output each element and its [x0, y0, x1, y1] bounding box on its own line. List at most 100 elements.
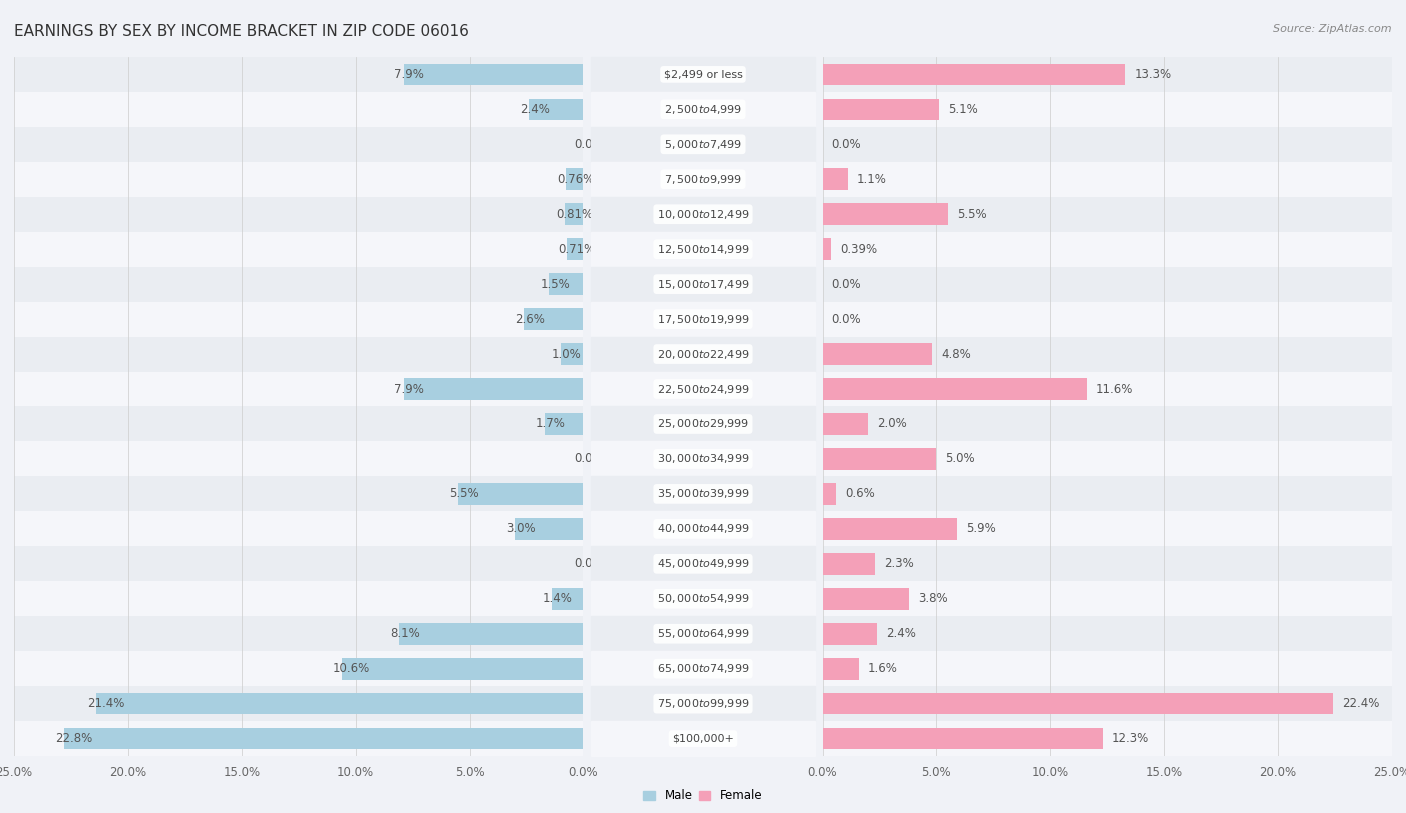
Bar [591, 511, 815, 546]
Text: $45,000 to $49,999: $45,000 to $49,999 [657, 558, 749, 570]
Text: $65,000 to $74,999: $65,000 to $74,999 [657, 663, 749, 675]
Bar [823, 302, 1392, 337]
Bar [823, 378, 1087, 400]
Bar [14, 406, 583, 441]
Text: $20,000 to $22,499: $20,000 to $22,499 [657, 348, 749, 360]
Bar [591, 57, 815, 92]
Bar [823, 238, 831, 260]
Text: 10.6%: 10.6% [333, 663, 370, 675]
Text: $25,000 to $29,999: $25,000 to $29,999 [657, 418, 749, 430]
Bar [823, 413, 868, 435]
Text: 5.5%: 5.5% [957, 208, 987, 220]
Bar [14, 686, 583, 721]
Bar [591, 162, 815, 197]
Bar [404, 378, 583, 400]
Bar [823, 197, 1392, 232]
Text: 2.4%: 2.4% [520, 103, 550, 115]
Bar [823, 448, 936, 470]
Bar [14, 546, 583, 581]
Bar [561, 343, 583, 365]
Text: $2,500 to $4,999: $2,500 to $4,999 [664, 103, 742, 115]
Text: 22.8%: 22.8% [55, 733, 93, 745]
Text: 7.9%: 7.9% [395, 68, 425, 80]
Bar [823, 337, 1392, 372]
Text: 5.9%: 5.9% [966, 523, 995, 535]
Bar [96, 693, 583, 715]
Bar [591, 406, 815, 441]
Bar [823, 57, 1392, 92]
Bar [14, 581, 583, 616]
Text: 7.9%: 7.9% [395, 383, 425, 395]
Text: $75,000 to $99,999: $75,000 to $99,999 [657, 698, 749, 710]
Text: 3.0%: 3.0% [506, 523, 536, 535]
Bar [823, 98, 939, 120]
Text: 2.4%: 2.4% [886, 628, 917, 640]
Text: 0.0%: 0.0% [831, 313, 862, 325]
Text: $5,000 to $7,499: $5,000 to $7,499 [664, 138, 742, 150]
Bar [14, 162, 583, 197]
Text: 0.76%: 0.76% [557, 173, 595, 185]
Text: 21.4%: 21.4% [87, 698, 124, 710]
Bar [823, 728, 1102, 750]
Bar [823, 476, 1392, 511]
Bar [14, 476, 583, 511]
Bar [14, 302, 583, 337]
Bar [565, 203, 583, 225]
Bar [823, 168, 848, 190]
Text: Source: ZipAtlas.com: Source: ZipAtlas.com [1274, 24, 1392, 34]
Text: 11.6%: 11.6% [1095, 383, 1133, 395]
Bar [591, 616, 815, 651]
Text: 0.71%: 0.71% [558, 243, 596, 255]
Bar [823, 483, 837, 505]
Bar [823, 63, 1125, 85]
Bar [591, 686, 815, 721]
Text: $17,500 to $19,999: $17,500 to $19,999 [657, 313, 749, 325]
Bar [458, 483, 583, 505]
Bar [823, 616, 1392, 651]
Bar [823, 588, 910, 610]
Bar [823, 406, 1392, 441]
Bar [823, 686, 1392, 721]
Text: 2.0%: 2.0% [877, 418, 907, 430]
Text: 22.4%: 22.4% [1341, 698, 1379, 710]
Text: EARNINGS BY SEX BY INCOME BRACKET IN ZIP CODE 06016: EARNINGS BY SEX BY INCOME BRACKET IN ZIP… [14, 24, 470, 39]
Text: 5.1%: 5.1% [948, 103, 977, 115]
Bar [823, 127, 1392, 162]
Text: $2,499 or less: $2,499 or less [664, 69, 742, 80]
Bar [823, 651, 1392, 686]
Bar [591, 302, 815, 337]
Bar [591, 441, 815, 476]
Text: 5.5%: 5.5% [449, 488, 478, 500]
Bar [515, 518, 583, 540]
Bar [823, 518, 957, 540]
Text: $22,500 to $24,999: $22,500 to $24,999 [657, 383, 749, 395]
Text: 3.8%: 3.8% [918, 593, 948, 605]
Text: $10,000 to $12,499: $10,000 to $12,499 [657, 208, 749, 220]
Text: 1.7%: 1.7% [536, 418, 565, 430]
Bar [823, 511, 1392, 546]
Text: 0.0%: 0.0% [831, 278, 862, 290]
Text: 1.4%: 1.4% [543, 593, 572, 605]
Bar [14, 511, 583, 546]
Bar [591, 651, 815, 686]
Bar [823, 372, 1392, 406]
Bar [823, 658, 859, 680]
Text: 8.1%: 8.1% [389, 628, 419, 640]
Bar [823, 693, 1333, 715]
Text: 0.81%: 0.81% [555, 208, 593, 220]
Bar [823, 162, 1392, 197]
Text: 0.6%: 0.6% [845, 488, 875, 500]
Bar [823, 581, 1392, 616]
Bar [14, 616, 583, 651]
Bar [14, 721, 583, 756]
Bar [14, 197, 583, 232]
Bar [591, 546, 815, 581]
Bar [14, 57, 583, 92]
Text: $40,000 to $44,999: $40,000 to $44,999 [657, 523, 749, 535]
Bar [551, 588, 583, 610]
Bar [567, 168, 583, 190]
Text: $30,000 to $34,999: $30,000 to $34,999 [657, 453, 749, 465]
Bar [399, 623, 583, 645]
Text: 0.0%: 0.0% [575, 138, 605, 150]
Text: 4.8%: 4.8% [941, 348, 970, 360]
